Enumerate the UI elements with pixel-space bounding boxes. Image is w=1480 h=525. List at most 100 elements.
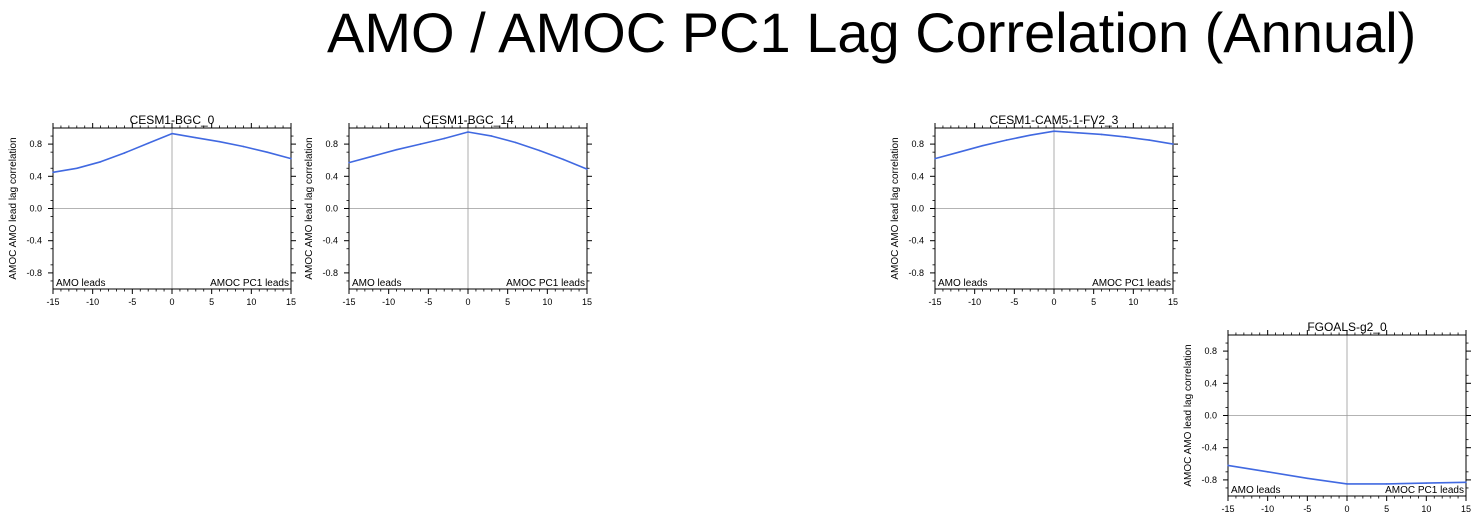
y-tick-label: 0.0 [29, 204, 42, 214]
x-tick-label: 0 [169, 297, 174, 307]
data-point [1100, 133, 1103, 136]
y-tick-label: 0.8 [325, 139, 338, 149]
data-point [76, 167, 78, 170]
data-point [562, 158, 564, 161]
data-point [1148, 139, 1150, 141]
amoc-leads-annotation: AMOC PC1 leads [506, 278, 585, 289]
data-point [195, 136, 197, 139]
data-point [290, 157, 292, 160]
chart-panel-1: CESM1-BGC_0 AMOC AMO lead lag correlation… [8, 113, 296, 307]
x-tick-label: 5 [505, 297, 510, 307]
chart-title: CESM1-BGC_0 [130, 113, 215, 127]
data-point [981, 144, 984, 147]
x-tick-label: 10 [542, 297, 552, 307]
y-tick-label: 0.8 [911, 139, 924, 149]
data-point [1346, 483, 1348, 485]
data-point [1266, 471, 1269, 473]
data-point [934, 157, 936, 160]
amoc-leads-annotation: AMOC PC1 leads [210, 278, 289, 289]
x-tick-label: 10 [1421, 504, 1431, 514]
data-point [348, 161, 350, 164]
x-tick-label: -10 [968, 297, 981, 307]
x-tick-label: 5 [209, 297, 214, 307]
x-tick-label: -10 [1261, 504, 1274, 514]
x-tick-label: 10 [1128, 297, 1138, 307]
x-tick-label: -15 [46, 297, 59, 307]
y-tick-label: -0.8 [1201, 475, 1217, 485]
data-point [147, 142, 149, 145]
amo-leads-annotation: AMO leads [352, 278, 401, 289]
x-tick-label: 0 [1051, 297, 1056, 307]
x-tick-label: 15 [286, 297, 296, 307]
y-tick-label: 0.4 [1204, 378, 1217, 388]
page-title: AMO / AMOC PC1 Lag Correlation (Annual) [327, 1, 1417, 64]
data-point [372, 155, 374, 157]
data-point [1005, 139, 1008, 141]
y-tick-label: 0.4 [911, 171, 924, 181]
chart-panel-3: CESM1-CAM5-1-FV2_3 AMOC AMO lead lag corr… [890, 113, 1178, 307]
chart-title: FGOALS-g2_0 [1307, 320, 1387, 334]
data-point [1227, 464, 1229, 467]
y-tick-label: -0.8 [908, 268, 924, 278]
data-point [1172, 143, 1174, 145]
y-axis-label: AMOC AMO lead lag correlation [304, 137, 315, 279]
data-point [1385, 483, 1388, 485]
y-tick-label: -0.4 [908, 236, 924, 246]
data-point [443, 137, 445, 140]
y-tick-label: -0.8 [322, 268, 338, 278]
x-tick-label: 5 [1384, 504, 1389, 514]
chart-panel-2: CESM1-BGC_14 AMOC AMO lead lag correlatio… [304, 113, 592, 307]
data-point [1029, 134, 1031, 137]
data-point [1425, 482, 1428, 484]
y-tick-label: -0.8 [26, 268, 42, 278]
y-tick-label: 0.4 [325, 171, 338, 181]
y-axis-label: AMOC AMO lead lag correlation [8, 137, 19, 279]
y-tick-label: -0.4 [1201, 443, 1217, 453]
y-tick-label: 0.4 [29, 171, 42, 181]
data-point [467, 131, 469, 133]
amoc-leads-annotation: AMOC PC1 leads [1385, 485, 1464, 496]
data-point [1306, 477, 1309, 480]
y-tick-label: -0.4 [26, 236, 42, 246]
chart-panel-4: FGOALS-g2_0 AMOC AMO lead lag correlation… [1183, 320, 1471, 514]
chart-title: CESM1-BGC_14 [422, 113, 514, 127]
x-tick-label: 15 [1168, 297, 1178, 307]
x-tick-label: -5 [128, 297, 136, 307]
amo-leads-annotation: AMO leads [938, 278, 987, 289]
y-axis-label: AMOC AMO lead lag correlation [890, 137, 901, 279]
y-tick-label: 0.8 [29, 139, 42, 149]
data-point [538, 149, 541, 152]
x-tick-label: 0 [465, 297, 470, 307]
x-tick-label: 15 [582, 297, 592, 307]
x-tick-label: -10 [382, 297, 395, 307]
data-point [171, 132, 173, 135]
data-point [123, 152, 126, 154]
data-point [586, 168, 588, 170]
x-tick-label: -15 [342, 297, 355, 307]
x-tick-label: -5 [424, 297, 432, 307]
y-tick-label: 0.0 [325, 204, 338, 214]
data-point [218, 140, 221, 143]
data-point [1053, 130, 1055, 133]
data-point [491, 135, 493, 137]
data-point [266, 151, 269, 153]
y-tick-label: 0.8 [1204, 346, 1217, 356]
x-tick-label: -5 [1010, 297, 1018, 307]
data-point [958, 151, 960, 153]
x-tick-label: -5 [1303, 504, 1311, 514]
x-tick-label: -15 [928, 297, 941, 307]
x-tick-label: 5 [1091, 297, 1096, 307]
y-tick-label: -0.4 [322, 236, 338, 246]
amo-leads-annotation: AMO leads [56, 278, 105, 289]
data-point [514, 141, 517, 144]
x-tick-label: -15 [1221, 504, 1234, 514]
data-point [99, 161, 102, 163]
y-tick-label: 0.0 [1204, 411, 1217, 421]
amo-leads-annotation: AMO leads [1231, 485, 1280, 496]
data-point [395, 148, 398, 151]
amoc-leads-annotation: AMOC PC1 leads [1092, 278, 1171, 289]
y-axis-label: AMOC AMO lead lag correlation [1183, 344, 1194, 486]
data-point [1465, 481, 1467, 484]
data-point [1077, 132, 1079, 134]
x-tick-label: -10 [86, 297, 99, 307]
